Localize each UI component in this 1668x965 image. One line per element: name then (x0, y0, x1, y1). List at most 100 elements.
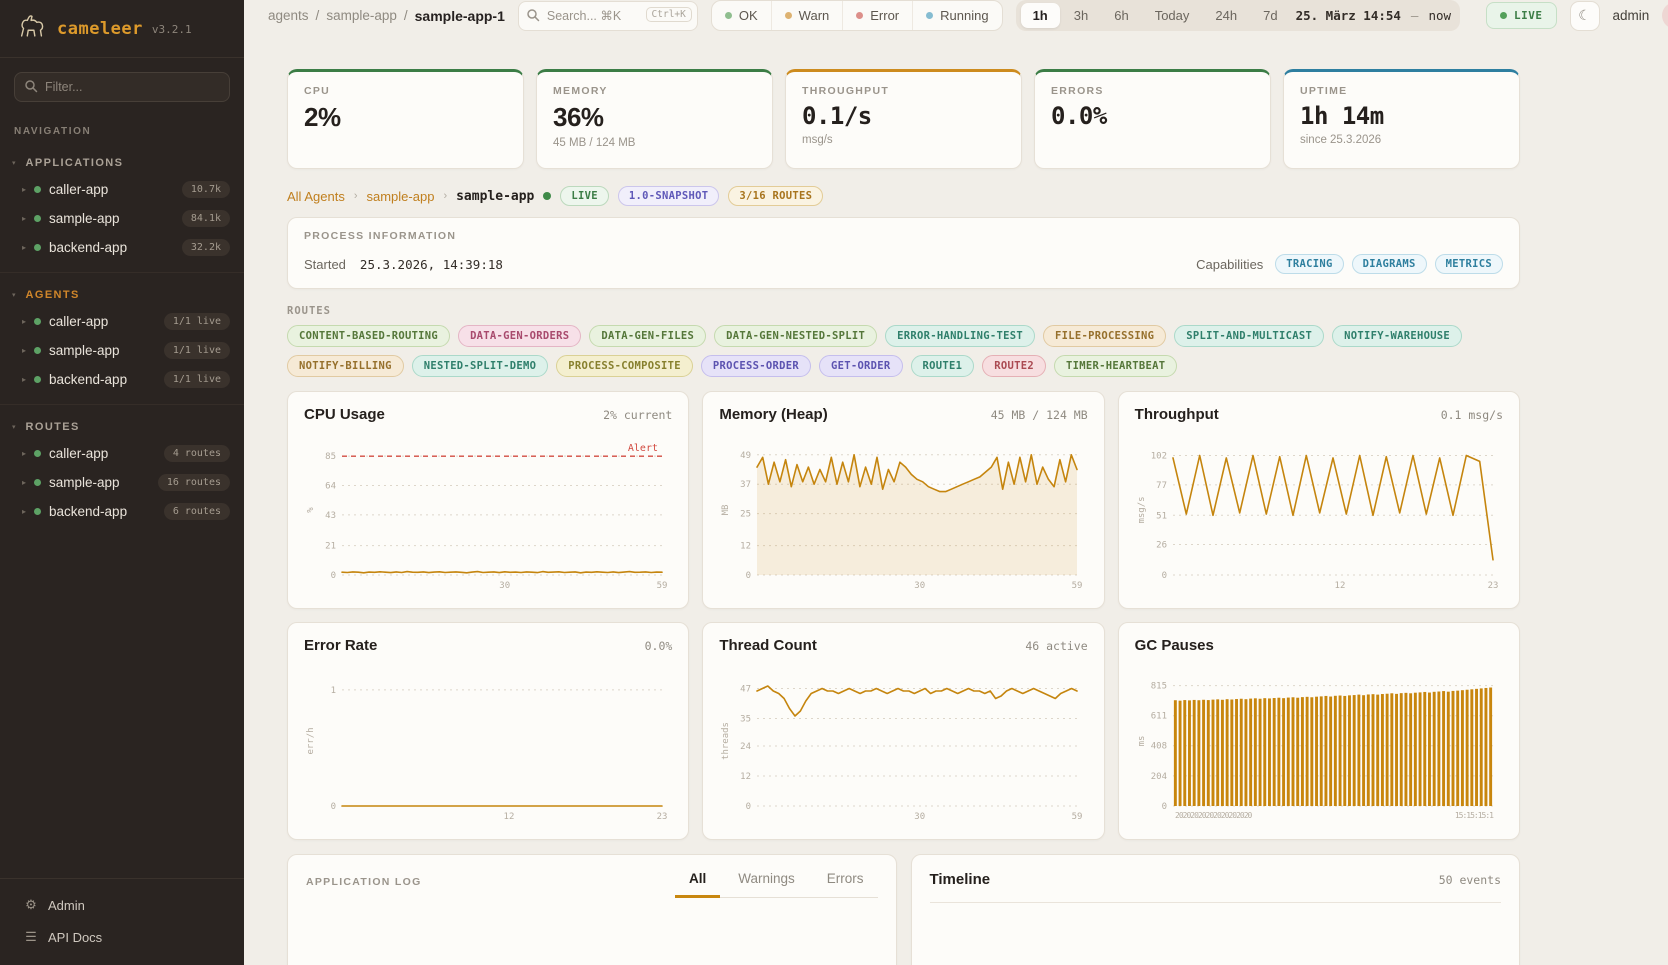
avatar[interactable]: AD (1662, 2, 1668, 29)
sidebar-sections: ▾ APPLICATIONS ▸ caller-app 10.7k ▸ sample-app… (0, 141, 244, 878)
status-filter-error[interactable]: Error (842, 1, 912, 30)
svg-text:47: 47 (740, 685, 751, 695)
route-chip-notify-billing[interactable]: NOTIFY-BILLING (287, 355, 404, 377)
svg-text:threads: threads (721, 722, 731, 760)
status-filter-label: OK (738, 8, 758, 23)
sidebar-item-backend-app[interactable]: ▸ backend-app 6 routes (0, 497, 244, 526)
sidebar-filter (14, 72, 230, 102)
sidebar-item-label: caller-app (49, 182, 109, 197)
sidebar-item-label: backend-app (49, 240, 128, 255)
sidebar-section-header[interactable]: ▾ AGENTS (0, 281, 244, 307)
moon-icon: ☾ (1578, 7, 1591, 23)
stat-value: 1h 14m (1300, 102, 1384, 130)
route-chip-data-gen-orders[interactable]: DATA-GEN-ORDERS (458, 325, 582, 347)
agent-breadcrumb-link[interactable]: sample-app (366, 188, 435, 204)
agent-badge-1-0-snapshot: 1.0-SNAPSHOT (617, 186, 720, 206)
sidebar-item-backend-app[interactable]: ▸ backend-app 32.2k (0, 233, 244, 262)
sidebar-item-sample-app[interactable]: ▸ sample-app 84.1k (0, 204, 244, 233)
svg-text:204: 204 (1150, 772, 1166, 782)
chart-plot-cpu: 0 21 43 64 85% 30 59 Alert (306, 443, 667, 591)
chart-plot-gc: 0 204 408 611 815 ms 20202020202020202020 15:15… (1137, 682, 1495, 820)
sidebar-section-header[interactable]: ▾ APPLICATIONS (0, 149, 244, 175)
status-filter-ok[interactable]: OK (712, 1, 771, 30)
svg-text:15:15:15:1: 15:15:15:1 (1454, 811, 1493, 820)
sidebar-item-badge: 4 routes (163, 445, 230, 462)
route-chip-route1[interactable]: ROUTE1 (910, 355, 975, 377)
status-filter-warn[interactable]: Warn (770, 1, 843, 30)
stat-card-cpu: CPU 2% (287, 69, 524, 169)
route-chip-nested-split-demo[interactable]: NESTED-SPLIT-DEMO (411, 355, 549, 377)
route-chip-route2[interactable]: ROUTE2 (982, 355, 1047, 377)
status-filter-group: OK Warn Error Running (710, 0, 1003, 31)
svg-text:msg/s: msg/s (1137, 496, 1147, 523)
breadcrumb-item[interactable]: sample-app-1 (414, 7, 505, 24)
route-chip-error-handling-test[interactable]: ERROR-HANDLING-TEST (885, 325, 1035, 347)
section-caret-icon: ▾ (12, 292, 16, 299)
process-information-card: PROCESS INFORMATION Started 25.3.2026, 1… (287, 217, 1520, 289)
status-dot (34, 376, 42, 383)
started-label: Started (304, 256, 346, 272)
breadcrumb-item[interactable]: sample-app (326, 8, 397, 23)
sidebar-item-label: sample-app (49, 211, 120, 226)
breadcrumb-item[interactable]: agents (268, 8, 309, 23)
bottom-grid: APPLICATION LOG All Warnings Errors Timeli… (287, 854, 1520, 965)
agent-current-name: sample-app (456, 188, 535, 204)
route-chip-get-order[interactable]: GET-ORDER (818, 355, 903, 377)
route-chip-data-gen-nested-split[interactable]: DATA-GEN-NESTED-SPLIT (714, 325, 878, 347)
route-chip-data-gen-files[interactable]: DATA-GEN-FILES (589, 325, 707, 347)
sidebar-item-backend-app[interactable]: ▸ backend-app 1/1 live (0, 365, 244, 394)
log-tab-warnings[interactable]: Warnings (738, 871, 795, 886)
route-chip-split-and-multicast[interactable]: SPLIT-AND-MULTICAST (1174, 325, 1325, 347)
breadcrumb-separator: › (443, 190, 448, 202)
admin-icon: ⚙ (25, 897, 37, 912)
sidebar-item-caller-app[interactable]: ▸ caller-app 4 routes (0, 439, 244, 468)
navigation-label: NAVIGATION (14, 126, 92, 137)
route-chip-file-processing[interactable]: FILE-PROCESSING (1042, 325, 1167, 347)
route-chip-process-order[interactable]: PROCESS-ORDER (700, 355, 811, 377)
svg-text:85: 85 (325, 452, 336, 462)
sidebar-footer-api-docs[interactable]: ☰ API Docs (0, 921, 244, 953)
application-log-header: APPLICATION LOG All Warnings Errors (306, 871, 878, 898)
date-range-end[interactable]: now (1428, 8, 1452, 23)
chart-grid: CPU Usage 2% current 0 21 43 64 85% 30 59 Alert Me… (287, 391, 1520, 840)
route-chip-process-composite[interactable]: PROCESS-COMPOSITE (556, 355, 693, 377)
section-caret-icon: ▾ (12, 424, 16, 431)
sidebar-footer: ⚙ Admin ☰ API Docs (0, 878, 244, 965)
sidebar-item-sample-app[interactable]: ▸ sample-app 16 routes (0, 468, 244, 497)
sidebar-section-header[interactable]: ▾ ROUTES (0, 413, 244, 439)
sidebar-item-caller-app[interactable]: ▸ caller-app 10.7k (0, 175, 244, 204)
sidebar-item-badge: 84.1k (181, 210, 230, 227)
log-tab-all[interactable]: All (674, 871, 721, 898)
svg-text:30: 30 (915, 581, 926, 591)
time-range-7d[interactable]: 7d (1263, 8, 1278, 23)
time-range-today[interactable]: Today (1154, 8, 1190, 23)
sidebar-item-label: sample-app (49, 475, 120, 490)
time-range-24h[interactable]: 24h (1215, 8, 1238, 23)
time-range-6h[interactable]: 6h (1114, 8, 1129, 23)
chart-header: Throughput 0.1 msg/s (1135, 406, 1503, 423)
sidebar-footer-admin[interactable]: ⚙ Admin (0, 889, 244, 921)
route-chip-content-based-routing[interactable]: CONTENT-BASED-ROUTING (287, 325, 451, 347)
theme-toggle-button[interactable]: ☾ (1569, 0, 1600, 31)
sidebar-item-caller-app[interactable]: ▸ caller-app 1/1 live (0, 307, 244, 336)
time-range-group: 1h 3h 6h Today 24h 7d 25. März 14:54 — now (1015, 0, 1461, 31)
sidebar-item-label: backend-app (49, 504, 128, 519)
log-tab-errors[interactable]: Errors (826, 871, 864, 886)
svg-text:30: 30 (915, 812, 926, 822)
filter-input[interactable] (14, 72, 230, 102)
sidebar-item-sample-app[interactable]: ▸ sample-app 1/1 live (0, 336, 244, 365)
sidebar-item-label: caller-app (49, 314, 109, 329)
main-area: agents / sample-app / sample-app-1 Ctrl+K OK… (244, 0, 1668, 965)
date-range-start[interactable]: 25. März 14:54 (1295, 8, 1401, 23)
sidebar-item-badge: 16 routes (157, 474, 230, 491)
route-chip-notify-warehouse[interactable]: NOTIFY-WAREHOUSE (1332, 325, 1463, 347)
status-filter-running[interactable]: Running (912, 1, 1001, 30)
route-chip-timer-heartbeat[interactable]: TIMER-HEARTBEAT (1054, 355, 1178, 377)
agent-breadcrumb-link[interactable]: All Agents (287, 188, 345, 204)
live-dot-icon (1500, 12, 1508, 19)
time-range-3h[interactable]: 3h (1073, 8, 1089, 23)
agent-badge-3-16-routes: 3/16 ROUTES (728, 186, 824, 206)
time-range-1h[interactable]: 1h (1020, 3, 1060, 28)
svg-text:77: 77 (1156, 481, 1167, 491)
